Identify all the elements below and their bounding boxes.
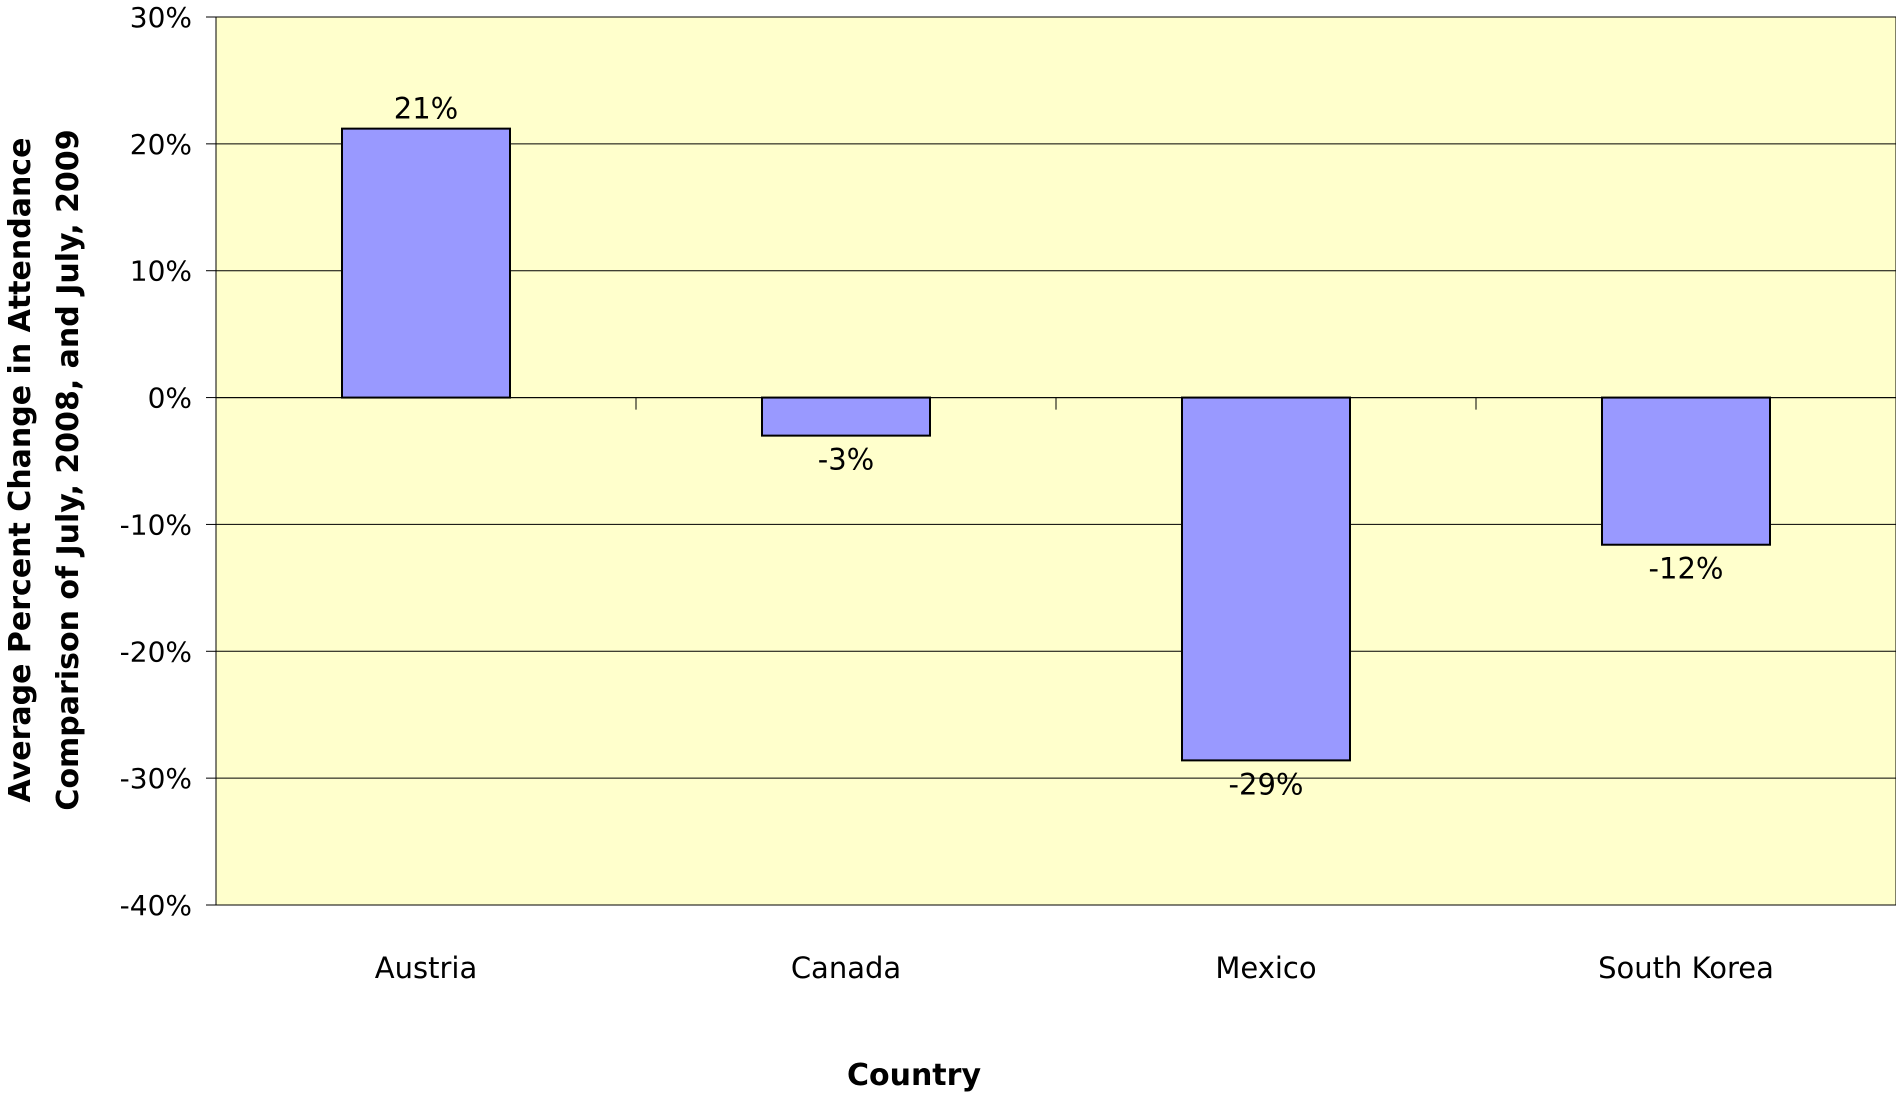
category-labels: Austria Canada Mexico South Korea [375,951,1774,985]
category-label: Austria [375,951,477,985]
y-tick-label: 20% [130,128,192,161]
x-axis-ticks [635,397,1477,410]
y-tick-label: -20% [120,635,192,668]
y-tick-label: -10% [120,508,192,541]
bar-austria [341,127,511,399]
data-label: -3% [818,443,874,477]
y-axis-ticks: 30% 20% 10% 0% -10% -20% -30% -40% [120,1,216,922]
y-tick-label: 0% [148,382,192,415]
y-tick-label: 30% [130,1,192,34]
y-axis-title-line-2: Comparison of July, 2008, and July, 2009 [51,129,86,810]
data-label: -29% [1229,767,1304,801]
y-axis-title-line-1: Average Percent Change in Attendance [3,138,38,803]
category-label: Mexico [1215,951,1316,985]
bars [341,127,1771,762]
y-tick-label: -30% [120,762,192,795]
y-tick-label: 10% [130,255,192,288]
bar-canada [761,396,931,437]
data-label: -12% [1649,552,1724,586]
category-label: Canada [791,951,901,985]
category-label: South Korea [1598,951,1774,985]
bar-south-korea [1601,396,1771,546]
bar-mexico [1181,396,1351,762]
x-axis-title: Country [847,1058,981,1093]
data-labels: 21% -3% -29% -12% [394,92,1724,802]
y-tick-label: -40% [120,889,192,922]
data-label: 21% [394,92,458,126]
